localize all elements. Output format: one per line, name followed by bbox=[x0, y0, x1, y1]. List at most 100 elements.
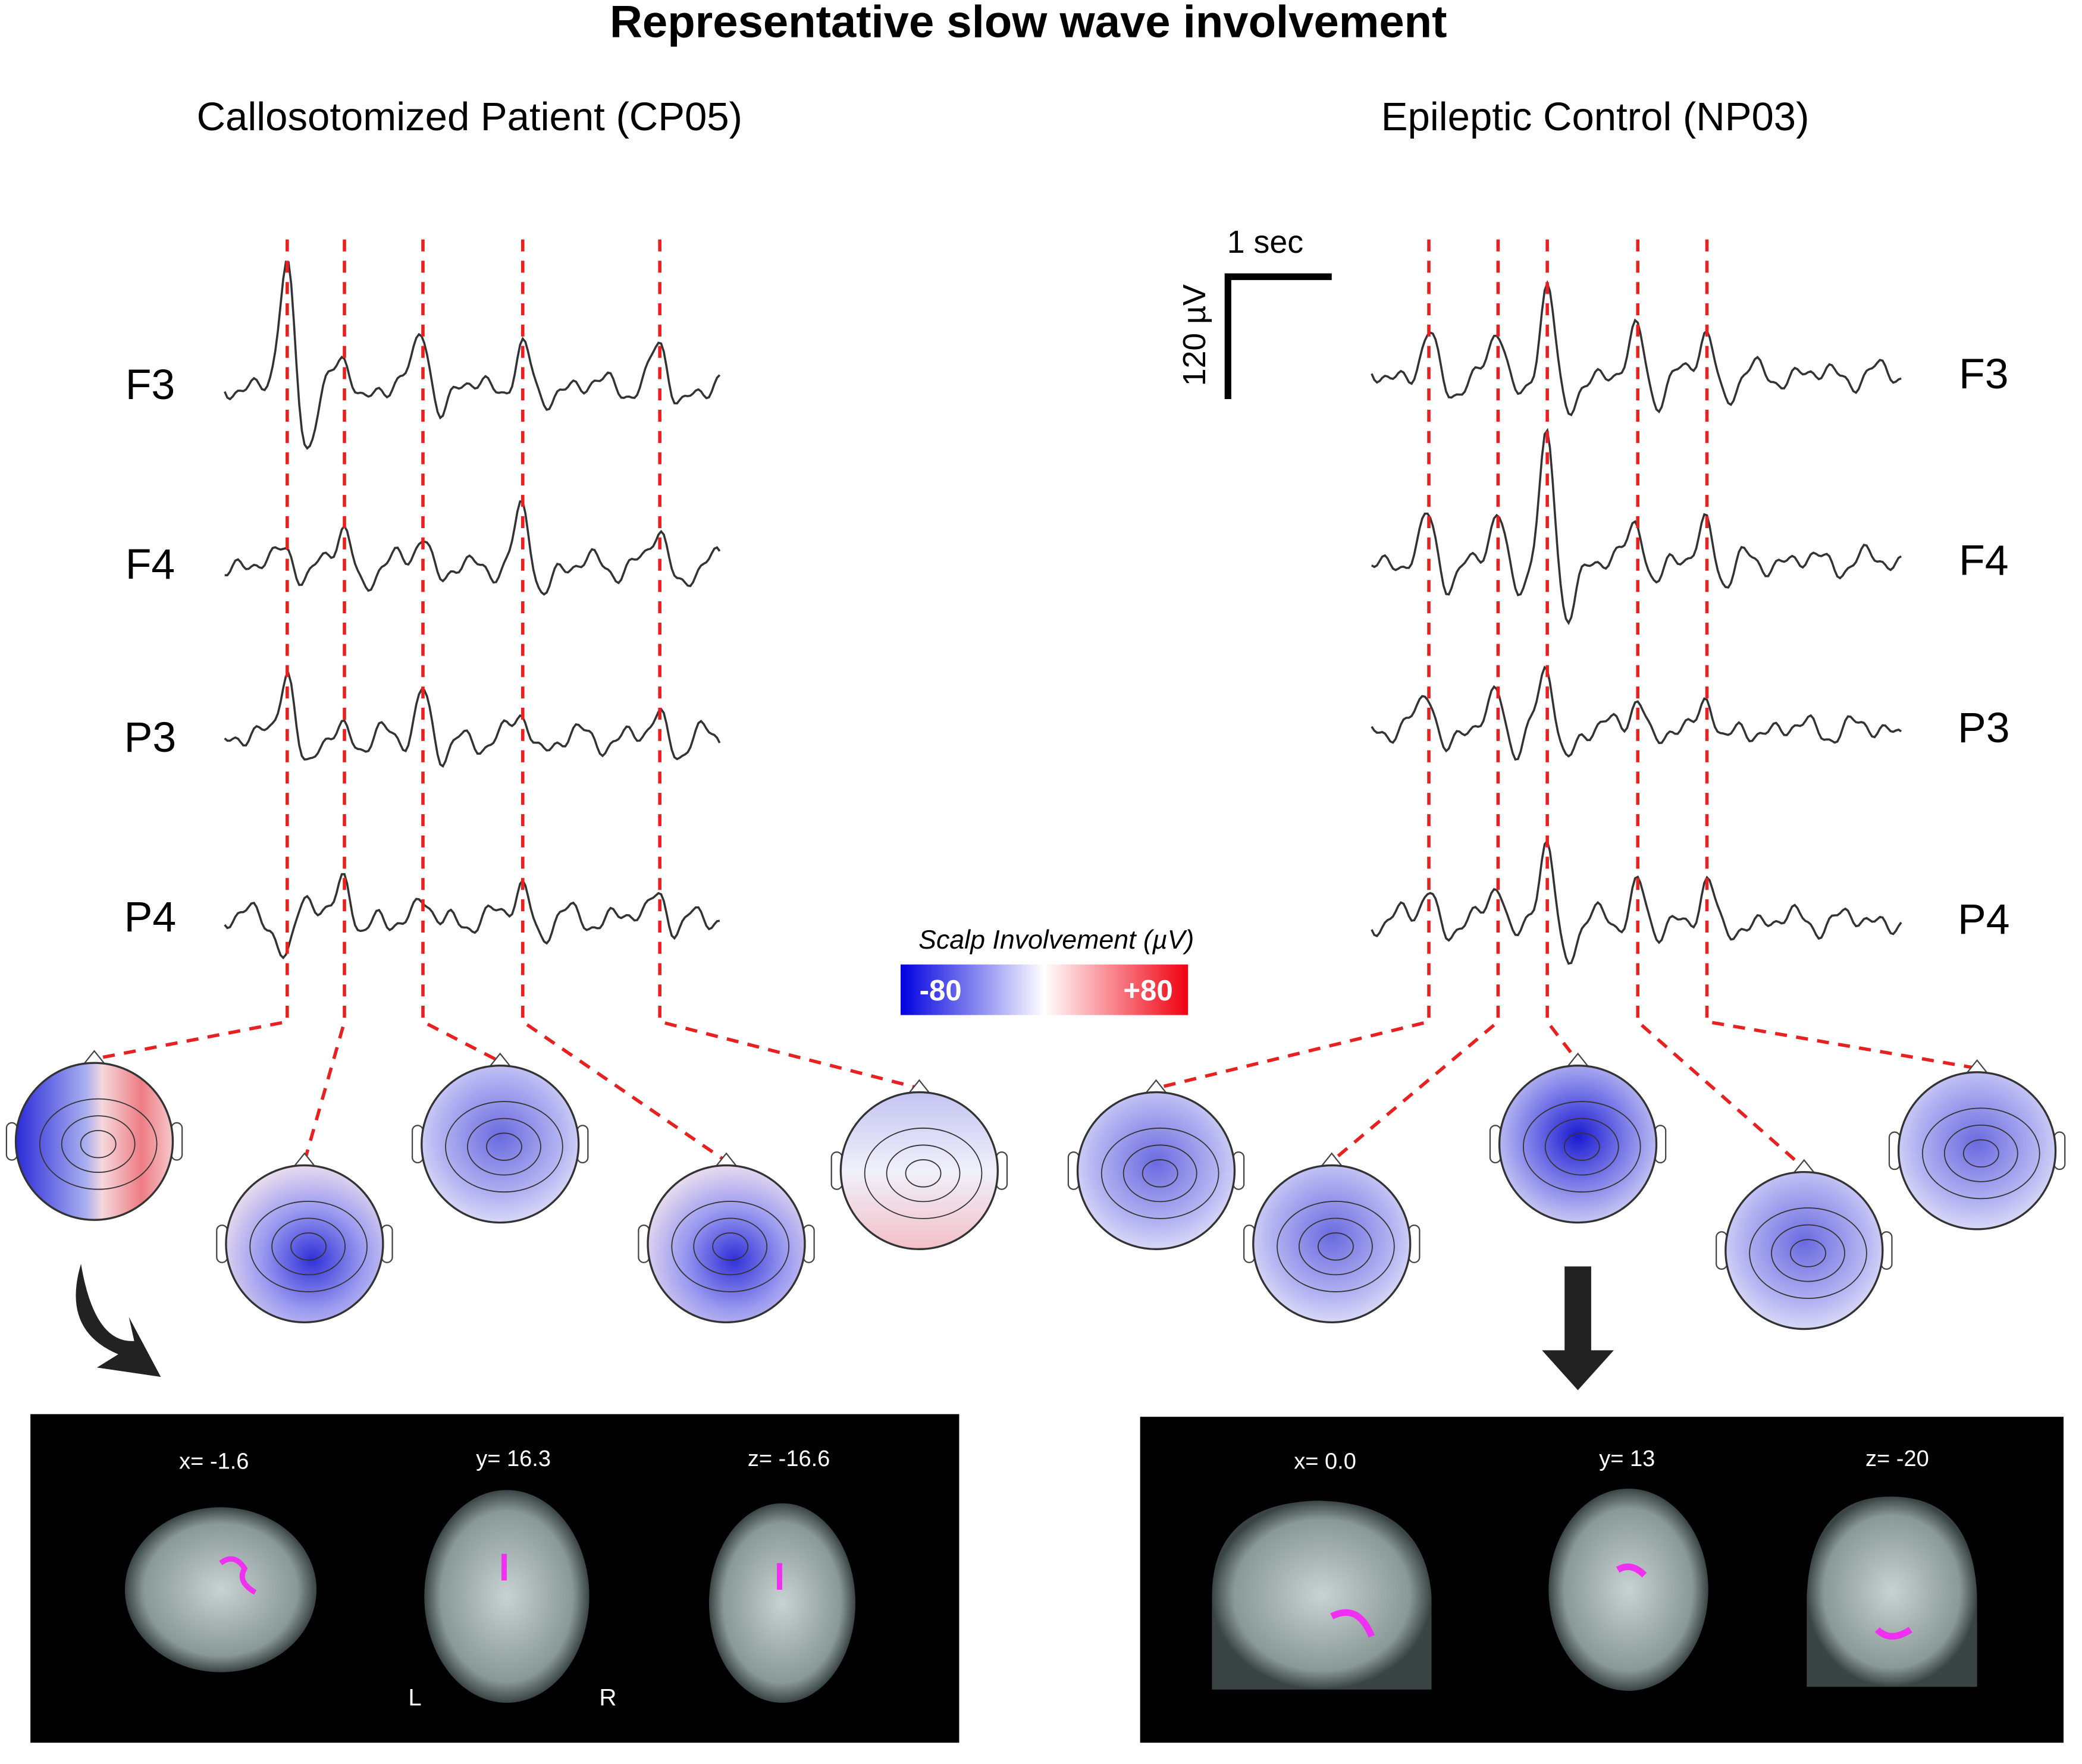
contour bbox=[1544, 1118, 1619, 1176]
colorbar-max: +80 bbox=[1123, 974, 1172, 1007]
contour bbox=[61, 1115, 136, 1173]
scalp-nose bbox=[1965, 1059, 1989, 1074]
colorbar: Scalp Involvement (µV) -80 +80 bbox=[901, 925, 1194, 1015]
event-marker bbox=[1636, 239, 1805, 1170]
mri-slice bbox=[124, 1507, 317, 1672]
orientation-label: R bbox=[599, 1684, 616, 1711]
contour bbox=[1962, 1139, 1999, 1168]
channel-label: F4 bbox=[1959, 536, 2009, 584]
eeg-trace bbox=[224, 872, 720, 960]
scalp-nose bbox=[83, 1050, 106, 1065]
channel-label: P3 bbox=[1958, 704, 2010, 752]
contour bbox=[271, 1217, 346, 1276]
contour bbox=[1921, 1107, 2040, 1200]
channel-label: F4 bbox=[126, 541, 175, 588]
event-marker bbox=[1155, 239, 1431, 1090]
mri-panel-right: x= 0.0 y= 13 z= -20 bbox=[1140, 1417, 2064, 1743]
mri-slice bbox=[1548, 1488, 1708, 1691]
eeg-trace bbox=[224, 500, 721, 596]
eeg-trace bbox=[224, 671, 721, 768]
channel-label: P4 bbox=[1958, 896, 2010, 943]
eeg-trace bbox=[1371, 839, 1902, 965]
event-marker bbox=[1545, 239, 1579, 1063]
contour bbox=[671, 1200, 790, 1292]
channel-label: P3 bbox=[124, 714, 177, 761]
scale-bar-lines bbox=[1224, 273, 1332, 400]
channel-label: F3 bbox=[126, 361, 175, 409]
slice-label: x= 0.0 bbox=[1294, 1449, 1356, 1474]
mri-slice bbox=[424, 1490, 590, 1703]
scale-time: 1 sec bbox=[1227, 224, 1303, 260]
orientation-label: L bbox=[408, 1684, 421, 1711]
source-highlight bbox=[1330, 1563, 1912, 1640]
eeg-and-maps: F3 F4 P3 P4 F3 F4 P3 P4 bbox=[5, 239, 2066, 1330]
scale-amplitude: 120 µV bbox=[1177, 284, 1212, 386]
scalp-nose bbox=[1145, 1079, 1168, 1094]
contour bbox=[80, 1129, 117, 1159]
contour bbox=[1522, 1101, 1641, 1193]
mri-slice bbox=[1212, 1501, 1432, 1690]
contour bbox=[864, 1127, 983, 1219]
slice-label: z= -16.6 bbox=[748, 1446, 830, 1471]
contour bbox=[693, 1217, 768, 1276]
contour bbox=[1100, 1127, 1219, 1219]
contour bbox=[290, 1232, 327, 1261]
eeg-trace bbox=[224, 260, 721, 450]
arrows bbox=[76, 1263, 1614, 1391]
down-arrow bbox=[1542, 1266, 1614, 1391]
event-marker bbox=[421, 239, 501, 1063]
mri-slice bbox=[708, 1503, 855, 1703]
mri-panel-left: x= -1.6 y= 16.3 z= -16.6 L R bbox=[30, 1414, 960, 1743]
event-marker bbox=[1705, 239, 1978, 1070]
slice-label: y= 16.3 bbox=[476, 1446, 551, 1471]
event-marker bbox=[1330, 239, 1500, 1163]
colorbar-min: -80 bbox=[920, 974, 962, 1007]
eeg-trace bbox=[1371, 280, 1902, 417]
slice-label: z= -20 bbox=[1865, 1446, 1929, 1471]
scalp-nose bbox=[293, 1152, 316, 1167]
scalp-nose bbox=[1320, 1152, 1343, 1167]
contour bbox=[1277, 1200, 1395, 1292]
channel-label: F3 bbox=[1959, 350, 2009, 398]
mri-slice bbox=[1807, 1496, 1977, 1687]
panel-title: Epileptic Control (NP03) bbox=[1381, 95, 1810, 139]
event-marker bbox=[520, 239, 728, 1163]
contour bbox=[1943, 1124, 2018, 1182]
eeg-trace bbox=[1371, 666, 1902, 761]
scale-bar: 1 sec 120 µV bbox=[1177, 224, 1332, 400]
scalp-nose bbox=[715, 1152, 738, 1167]
channel-label: P4 bbox=[124, 893, 177, 941]
slice-label: y= 13 bbox=[1599, 1446, 1655, 1471]
contour bbox=[1749, 1207, 1867, 1300]
figure-title: Representative slow wave involvement bbox=[610, 0, 1447, 48]
contour bbox=[1563, 1132, 1600, 1161]
panel-title: Callosotomized Patient (CP05) bbox=[197, 95, 742, 139]
scalp-nose bbox=[908, 1079, 931, 1094]
scalp-nose bbox=[1793, 1159, 1816, 1174]
contour bbox=[1122, 1144, 1197, 1203]
source-highlight bbox=[219, 1553, 782, 1595]
scalp-nose bbox=[1566, 1052, 1589, 1068]
slice-label: x= -1.6 bbox=[179, 1449, 249, 1474]
event-marker bbox=[658, 239, 920, 1090]
contour bbox=[1142, 1159, 1178, 1188]
contour bbox=[249, 1200, 368, 1292]
colorbar-title: Scalp Involvement (µV) bbox=[918, 925, 1194, 955]
colorbar-gradient bbox=[901, 964, 1189, 1015]
contour bbox=[886, 1144, 961, 1203]
contour bbox=[1299, 1217, 1373, 1276]
contour bbox=[486, 1132, 522, 1161]
event-marker bbox=[93, 239, 289, 1061]
contour bbox=[712, 1232, 749, 1261]
contour bbox=[1790, 1239, 1826, 1267]
contour bbox=[467, 1118, 541, 1176]
contour bbox=[905, 1159, 942, 1188]
contour bbox=[1771, 1224, 1845, 1282]
curved-arrow bbox=[76, 1263, 161, 1377]
contour bbox=[445, 1101, 563, 1193]
event-marker bbox=[303, 239, 346, 1162]
scalp-nose bbox=[488, 1052, 512, 1068]
contour bbox=[39, 1098, 158, 1190]
